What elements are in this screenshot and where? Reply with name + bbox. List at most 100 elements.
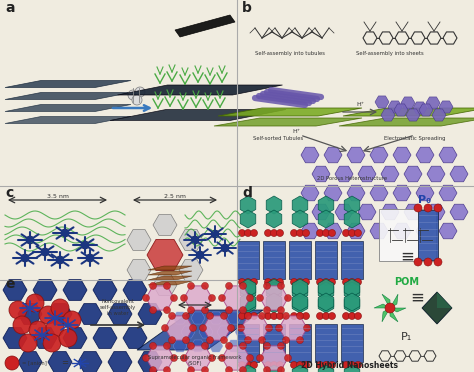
Polygon shape: [266, 293, 282, 311]
Circle shape: [245, 362, 252, 369]
Circle shape: [188, 307, 194, 314]
Polygon shape: [63, 280, 87, 301]
Polygon shape: [123, 328, 147, 349]
Text: =: =: [62, 359, 69, 368]
Text: P₀: P₀: [419, 195, 431, 205]
Circle shape: [246, 355, 254, 362]
Circle shape: [250, 362, 257, 369]
Circle shape: [63, 311, 81, 329]
Circle shape: [86, 254, 94, 262]
Polygon shape: [390, 308, 406, 312]
Polygon shape: [426, 97, 440, 109]
Circle shape: [277, 282, 284, 289]
Text: e: e: [5, 277, 15, 291]
FancyBboxPatch shape: [341, 324, 363, 362]
Polygon shape: [279, 316, 307, 340]
Circle shape: [276, 279, 283, 285]
Circle shape: [355, 279, 362, 285]
Polygon shape: [93, 280, 117, 301]
Circle shape: [343, 279, 349, 285]
Circle shape: [56, 256, 64, 264]
Circle shape: [245, 337, 252, 344]
Circle shape: [291, 362, 298, 369]
Polygon shape: [344, 282, 360, 300]
Circle shape: [348, 279, 356, 285]
Circle shape: [238, 279, 246, 285]
Polygon shape: [318, 196, 334, 214]
Polygon shape: [153, 215, 177, 235]
Polygon shape: [439, 147, 457, 163]
Polygon shape: [318, 279, 334, 297]
Polygon shape: [370, 185, 388, 201]
Circle shape: [188, 367, 194, 372]
Polygon shape: [266, 295, 282, 313]
Polygon shape: [318, 295, 334, 313]
Circle shape: [414, 258, 422, 266]
Polygon shape: [344, 279, 360, 297]
Circle shape: [297, 230, 303, 237]
Circle shape: [239, 367, 246, 372]
Circle shape: [414, 204, 422, 212]
Circle shape: [211, 230, 219, 238]
Polygon shape: [78, 352, 102, 372]
Text: b: b: [242, 1, 252, 15]
Text: 3.5 nm: 3.5 nm: [47, 194, 69, 199]
Text: 2.5 nm: 2.5 nm: [164, 194, 186, 199]
Circle shape: [291, 312, 298, 320]
Circle shape: [317, 230, 323, 237]
Circle shape: [246, 295, 254, 301]
Text: Self-assembly into sheets: Self-assembly into sheets: [356, 51, 424, 56]
Circle shape: [149, 367, 156, 372]
Polygon shape: [358, 204, 376, 220]
Circle shape: [297, 312, 303, 320]
Polygon shape: [127, 260, 151, 280]
Circle shape: [283, 312, 290, 320]
Circle shape: [355, 312, 362, 320]
Polygon shape: [138, 352, 162, 372]
Polygon shape: [375, 96, 389, 108]
Circle shape: [256, 295, 264, 301]
Polygon shape: [450, 166, 468, 182]
Circle shape: [182, 312, 190, 320]
Polygon shape: [18, 352, 42, 372]
Circle shape: [271, 362, 277, 369]
Text: 2D Hybrid Nanosheets: 2D Hybrid Nanosheets: [301, 361, 399, 370]
Polygon shape: [324, 147, 342, 163]
Polygon shape: [370, 147, 388, 163]
Circle shape: [181, 295, 188, 301]
Circle shape: [317, 312, 323, 320]
Circle shape: [348, 230, 356, 237]
FancyBboxPatch shape: [418, 210, 438, 260]
Polygon shape: [203, 316, 231, 340]
Circle shape: [201, 282, 209, 289]
Polygon shape: [401, 97, 415, 109]
Circle shape: [245, 312, 252, 320]
Polygon shape: [18, 304, 42, 324]
Polygon shape: [5, 80, 131, 87]
Polygon shape: [147, 240, 183, 270]
Polygon shape: [78, 304, 102, 324]
Circle shape: [164, 342, 171, 349]
Polygon shape: [5, 105, 131, 112]
Polygon shape: [222, 286, 250, 310]
Polygon shape: [292, 282, 308, 300]
FancyBboxPatch shape: [263, 324, 285, 362]
Polygon shape: [266, 210, 282, 228]
Polygon shape: [240, 293, 256, 311]
FancyBboxPatch shape: [289, 324, 311, 362]
Polygon shape: [227, 340, 241, 352]
Circle shape: [264, 367, 271, 372]
Circle shape: [219, 355, 226, 362]
Circle shape: [226, 282, 233, 289]
Circle shape: [238, 230, 246, 237]
Polygon shape: [266, 279, 282, 297]
Polygon shape: [437, 292, 452, 308]
Polygon shape: [292, 365, 308, 372]
Circle shape: [277, 342, 284, 349]
Polygon shape: [450, 204, 468, 220]
Circle shape: [209, 295, 216, 301]
Polygon shape: [347, 185, 365, 201]
Polygon shape: [416, 147, 434, 163]
Circle shape: [29, 321, 47, 339]
Polygon shape: [118, 85, 283, 95]
